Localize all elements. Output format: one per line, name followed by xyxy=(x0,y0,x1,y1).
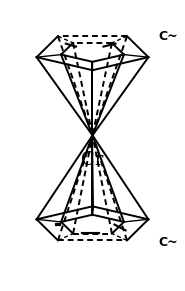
Text: Cr: Cr xyxy=(81,151,104,169)
Text: C~: C~ xyxy=(159,236,178,249)
Text: C~: C~ xyxy=(159,30,178,43)
